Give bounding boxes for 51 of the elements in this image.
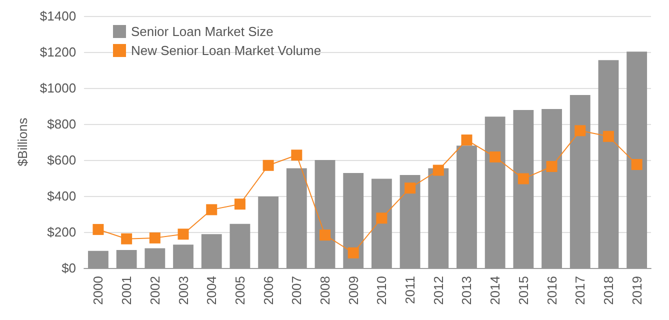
x-tick-label: 2000: [90, 276, 106, 305]
point: [178, 228, 189, 240]
point: [234, 198, 246, 210]
x-tick-label: 2012: [430, 276, 446, 305]
legend-label: New Senior Loan Market Volume: [131, 43, 322, 58]
point: [149, 232, 160, 244]
point: [631, 159, 642, 170]
x-tick-label: 2015: [516, 276, 531, 305]
point: [490, 151, 501, 162]
point: [92, 224, 104, 235]
y-tick-label: $400: [47, 188, 76, 204]
point: [574, 125, 586, 136]
point: [206, 204, 218, 216]
x-tick-label: 2016: [544, 276, 560, 305]
x-tick-label: 2001: [119, 276, 134, 305]
x-tick-label: 2010: [374, 276, 390, 305]
x-tick-label: 2014: [488, 276, 503, 305]
point: [348, 247, 359, 258]
point: [602, 130, 614, 142]
y-tick-label: $200: [47, 224, 76, 240]
y-tick-label: $1400: [40, 8, 76, 24]
x-tick-label: 2005: [232, 276, 248, 305]
legend-label: Senior Loan Market Size: [131, 24, 274, 39]
y-tick-label: $800: [47, 116, 76, 132]
x-tick-label: 2011: [402, 276, 418, 304]
point: [432, 164, 444, 176]
x-tick-label: 2019: [629, 276, 644, 305]
point: [262, 160, 274, 171]
point: [404, 182, 416, 194]
point: [461, 134, 472, 146]
y-tick-label: $600: [47, 152, 76, 168]
point: [546, 160, 558, 172]
x-tick-label: 2018: [600, 276, 616, 305]
x-tick-label: 2013: [459, 276, 474, 305]
y-tick-label: $0: [62, 260, 76, 276]
point: [121, 233, 132, 244]
x-tick-label: 2017: [572, 276, 588, 305]
point: [291, 150, 302, 161]
x-tick-label: 2009: [346, 276, 361, 305]
point: [518, 173, 529, 184]
x-tick-label: 2008: [318, 276, 333, 305]
x-tick-label: 2004: [204, 276, 220, 305]
y-tick-label: $1000: [40, 80, 76, 96]
point: [320, 230, 331, 241]
x-tick-label: 2006: [260, 276, 276, 305]
point: [376, 212, 388, 224]
y-axis-title: $Billions: [15, 117, 30, 166]
x-tick-label: 2003: [176, 276, 191, 305]
y-tick-label: $1200: [40, 44, 76, 60]
x-tick-label: 2007: [289, 276, 304, 305]
x-tick-label: 2002: [147, 276, 162, 305]
